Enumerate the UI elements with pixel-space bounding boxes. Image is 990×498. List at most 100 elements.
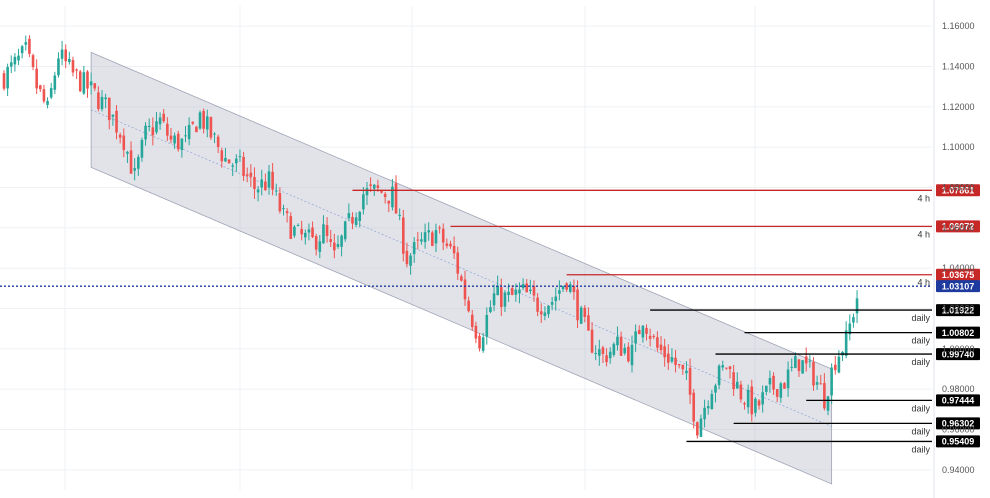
candle-body: [590, 329, 594, 353]
candle-body: [645, 327, 648, 334]
candle-body: [529, 289, 532, 292]
candle: [144, 122, 147, 146]
candle-body: [808, 360, 812, 362]
candle-body: [579, 307, 583, 324]
candle: [245, 167, 249, 183]
candle-body: [351, 216, 354, 224]
candle: [848, 314, 852, 341]
candle: [333, 233, 336, 259]
candle: [365, 182, 369, 205]
candle-body: [670, 357, 674, 362]
candle: [49, 82, 53, 100]
level-timeframe-label: daily: [911, 444, 930, 454]
candle-body: [42, 89, 46, 102]
candle-body: [394, 183, 398, 214]
candle-body: [235, 158, 238, 164]
candle-body: [264, 181, 267, 191]
candle-body: [768, 378, 772, 385]
candle: [31, 53, 35, 71]
candle-body: [572, 285, 576, 293]
candle: [93, 83, 97, 91]
candle: [677, 363, 681, 369]
candle-body: [271, 171, 274, 190]
candle: [311, 221, 314, 239]
candle-body: [423, 232, 427, 243]
level-timeframe-label: daily: [911, 357, 930, 367]
candle-body: [634, 331, 637, 344]
y-tick-label: 1.00000: [942, 344, 975, 354]
level-tag-text: 1.06072: [942, 222, 975, 232]
candle-body: [844, 330, 848, 356]
candle-body: [833, 364, 837, 371]
candle: [521, 278, 525, 291]
candle: [703, 399, 706, 428]
candle-body: [525, 283, 529, 293]
candle: [568, 281, 572, 294]
candle-body: [82, 72, 86, 94]
candle-body: [786, 369, 790, 389]
candle-body: [17, 55, 20, 61]
candle-body: [677, 364, 681, 366]
candle-body: [293, 226, 296, 236]
candle: [314, 233, 318, 256]
candle-body: [2, 73, 6, 89]
candle-body: [245, 174, 249, 176]
level-price-tag: 0.97444: [936, 394, 980, 407]
candle-body: [416, 239, 420, 241]
candle: [434, 223, 438, 253]
candle: [227, 159, 231, 164]
candle-body: [278, 193, 282, 212]
candle: [754, 397, 757, 417]
level-timeframe-label: daily: [911, 403, 930, 413]
candle-body: [78, 71, 82, 92]
candle-body: [158, 117, 162, 125]
candle: [129, 141, 133, 174]
candle: [790, 358, 794, 372]
candle-body: [445, 243, 449, 246]
candle-body: [637, 329, 641, 335]
candle-body: [198, 112, 202, 129]
level-tag-text: 1.01922: [942, 305, 975, 315]
y-tick-label: 0.94000: [942, 465, 975, 475]
candle: [783, 382, 786, 389]
candle: [39, 84, 42, 92]
candle: [205, 109, 209, 138]
candle: [460, 274, 463, 282]
candle-body: [449, 243, 452, 247]
candle-body: [173, 135, 176, 144]
candle-body: [518, 289, 521, 294]
candle: [489, 300, 492, 314]
candle-body: [547, 305, 550, 315]
candle-body: [699, 418, 703, 437]
candle-body: [554, 296, 558, 302]
candle-body: [641, 325, 645, 338]
candle: [57, 52, 60, 78]
candle-body: [630, 344, 634, 366]
candle-body: [220, 150, 224, 162]
candle-body: [761, 392, 764, 405]
candle-body: [790, 366, 794, 368]
candle: [627, 342, 630, 363]
candle-body: [623, 347, 627, 354]
candle: [224, 147, 227, 163]
candle-body: [213, 133, 216, 135]
candle-body: [732, 372, 735, 390]
candle-body: [260, 179, 264, 188]
candle-body: [6, 66, 9, 89]
candle-body: [46, 100, 49, 105]
candle: [300, 220, 303, 241]
candle-body: [470, 314, 474, 327]
candle-body: [474, 325, 478, 339]
candle-body: [104, 97, 107, 100]
candle: [656, 331, 659, 352]
candle-body: [333, 242, 336, 251]
candle-body: [594, 352, 597, 354]
candle: [416, 231, 420, 250]
level-tag-text: 1.00802: [942, 328, 975, 338]
candle: [746, 384, 750, 414]
candle-body: [300, 228, 303, 235]
level-price-tag: 0.96302: [936, 417, 980, 430]
candle: [271, 163, 274, 196]
candle-body: [307, 229, 311, 233]
candle-body: [812, 361, 815, 386]
